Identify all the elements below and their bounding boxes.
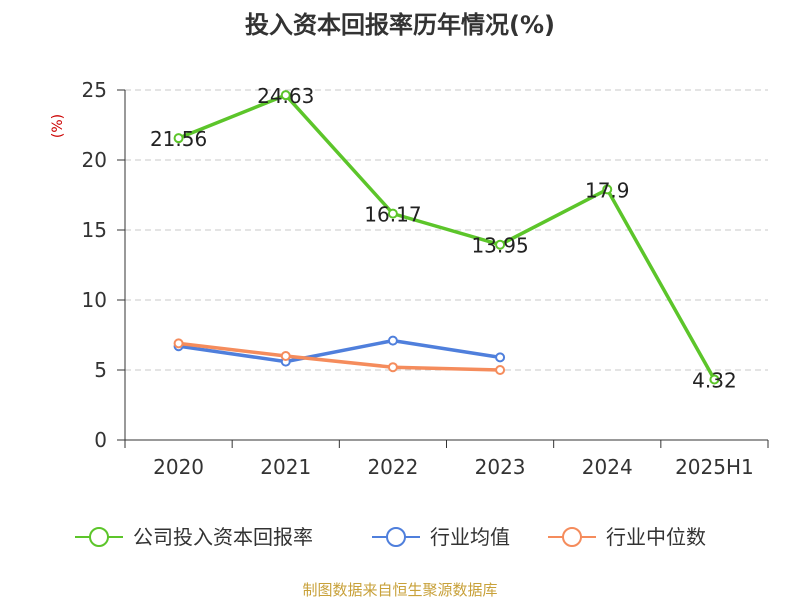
data-label: 17.9 bbox=[585, 178, 630, 202]
y-axis-label: (%) bbox=[50, 114, 66, 138]
legend-marker-icon bbox=[386, 527, 406, 547]
legend-item-2[interactable]: 行业中位数 bbox=[548, 525, 706, 549]
data-point bbox=[495, 352, 506, 363]
data-point bbox=[173, 338, 184, 349]
data-label: 16.17 bbox=[364, 203, 421, 227]
y-tick-label: 20 bbox=[82, 148, 107, 172]
data-label: 13.95 bbox=[471, 234, 528, 258]
data-label: 24.63 bbox=[257, 84, 314, 108]
data-point bbox=[602, 184, 613, 195]
data-point bbox=[387, 362, 398, 373]
legend-item-1[interactable]: 行业均值 bbox=[372, 525, 510, 549]
x-tick-label: 2024 bbox=[582, 455, 633, 479]
x-tick-label: 2022 bbox=[367, 455, 418, 479]
data-point bbox=[709, 374, 720, 385]
data-point bbox=[387, 335, 398, 346]
axes: 0 5 10 15 20 25 2020 2021 2022 2023 2024 2025H1 bbox=[82, 78, 769, 479]
series-lines bbox=[173, 90, 720, 385]
x-tick-label: 2025H1 bbox=[675, 455, 754, 479]
data-label: 4.32 bbox=[692, 369, 737, 393]
chart-title: 投入资本回报率历年情况(%) bbox=[245, 11, 555, 39]
data-point bbox=[387, 208, 398, 219]
data-point bbox=[280, 351, 291, 361]
legend-item-0[interactable]: 公司投入资本回报率 bbox=[75, 525, 313, 549]
series-line-1 bbox=[178, 338, 501, 364]
y-tick-label: 15 bbox=[82, 218, 107, 242]
legend-label: 行业均值 bbox=[430, 525, 510, 549]
x-tick-label: 2023 bbox=[475, 455, 526, 479]
data-point bbox=[495, 365, 506, 375]
y-tick-label: 10 bbox=[82, 288, 107, 312]
legend[interactable]: 公司投入资本回报率 行业均值 行业中位数 bbox=[75, 525, 706, 549]
y-tick-label: 25 bbox=[82, 78, 107, 102]
y-tick-label: 5 bbox=[94, 358, 107, 382]
data-labels: 21.56 24.63 16.17 13.95 17.9 4.32 bbox=[150, 84, 737, 392]
y-tick-label: 0 bbox=[94, 428, 107, 452]
data-label: 21.56 bbox=[150, 127, 207, 151]
legend-marker-icon bbox=[89, 527, 109, 547]
data-point bbox=[173, 133, 184, 144]
legend-label: 行业中位数 bbox=[606, 525, 706, 549]
series-line-2 bbox=[178, 341, 501, 372]
x-tick-label: 2021 bbox=[260, 455, 311, 479]
data-point bbox=[280, 90, 291, 101]
series-line-0 bbox=[177, 93, 716, 381]
data-point bbox=[495, 239, 506, 250]
legend-marker-icon bbox=[562, 527, 582, 547]
x-tick-label: 2020 bbox=[153, 455, 204, 479]
legend-label: 公司投入资本回报率 bbox=[133, 525, 313, 549]
source-note: 制图数据来自恒生聚源数据库 bbox=[302, 581, 497, 599]
